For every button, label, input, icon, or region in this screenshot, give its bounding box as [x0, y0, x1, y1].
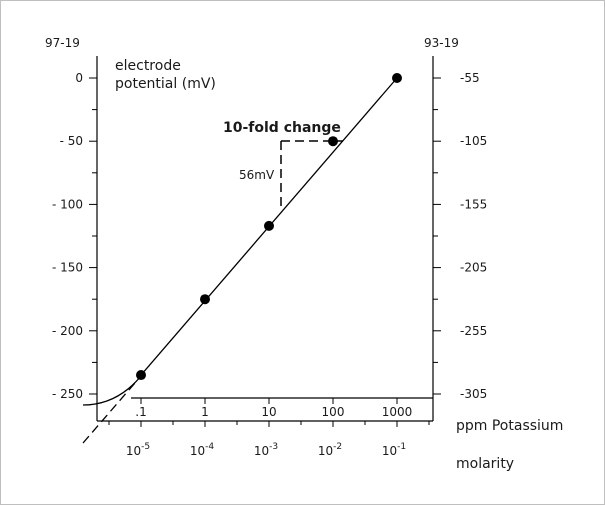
ppm-axis-tick-label: 100	[322, 405, 345, 419]
ppm-axis-tick-label: 1	[201, 405, 209, 419]
right-axis-tick-label: -205	[460, 261, 487, 275]
left-axis-tick-label: - 100	[52, 197, 83, 211]
left-axis-tick-label: - 150	[52, 261, 83, 275]
molarity-axis-tick-label: 10-2	[318, 442, 342, 458]
right-axis-tick-label: -55	[460, 71, 480, 85]
molarity-tick-exponent: -3	[269, 442, 278, 452]
molarity-tick-mantissa: 10	[318, 444, 333, 458]
molarity-tick-mantissa: 10	[126, 444, 141, 458]
molarity-axis-label: molarity	[456, 456, 514, 472]
left-axis-tick-label: - 250	[52, 387, 83, 401]
data-point	[136, 370, 146, 381]
left-axis-label-line1: electrode	[115, 58, 181, 74]
molarity-axis-tick-label: 10-4	[190, 442, 215, 458]
extrapolation-dashed-line	[82, 375, 142, 444]
right-axis-header: 93-19	[424, 36, 459, 50]
data-point	[392, 73, 402, 83]
molarity-axis-tick-label: 10-1	[382, 442, 406, 458]
molarity-tick-exponent: -1	[397, 442, 406, 452]
molarity-axis-tick-label: 10-5	[126, 442, 150, 458]
left-axis-label-line2: potential (mV)	[115, 76, 216, 92]
slope-annotation: 56mV	[239, 168, 275, 182]
chart-marks: 0 - 50 - 100 - 150 - 200 - 250 -55 -105 -155 -205…	[52, 71, 487, 458]
molarity-tick-mantissa: 10	[382, 444, 397, 458]
left-axis-tick-label: 0	[75, 71, 83, 85]
left-axis-tick-label: - 50	[60, 134, 83, 148]
right-axis-tick-label: -155	[460, 197, 487, 211]
right-axis-tick-label: -255	[460, 324, 487, 338]
molarity-tick-mantissa: 10	[254, 444, 269, 458]
molarity-tick-exponent: -2	[333, 442, 342, 452]
molarity-tick-exponent: -5	[141, 442, 150, 452]
molarity-tick-mantissa: 10	[190, 444, 205, 458]
ppm-axis-label: ppm Potassium	[456, 418, 563, 434]
left-axis-header: 97-19	[45, 36, 80, 50]
ppm-axis-tick-label: 10	[261, 405, 276, 419]
ppm-axis-tick-label: .1	[135, 405, 146, 419]
ppm-axis-tick-label: 1000	[382, 405, 413, 419]
right-axis-tick-label: -305	[460, 387, 487, 401]
left-axis-tick-label: - 200	[52, 324, 83, 338]
molarity-axis-tick-label: 10-3	[254, 442, 278, 458]
data-point	[200, 294, 210, 305]
molarity-tick-exponent: -4	[205, 442, 214, 452]
tenfold-change-annotation: 10-fold change	[223, 120, 341, 136]
data-point	[264, 220, 274, 231]
nonlinear-low-end-curve	[82, 375, 142, 406]
data-point	[328, 136, 338, 147]
right-axis-tick-label: -105	[460, 134, 487, 148]
